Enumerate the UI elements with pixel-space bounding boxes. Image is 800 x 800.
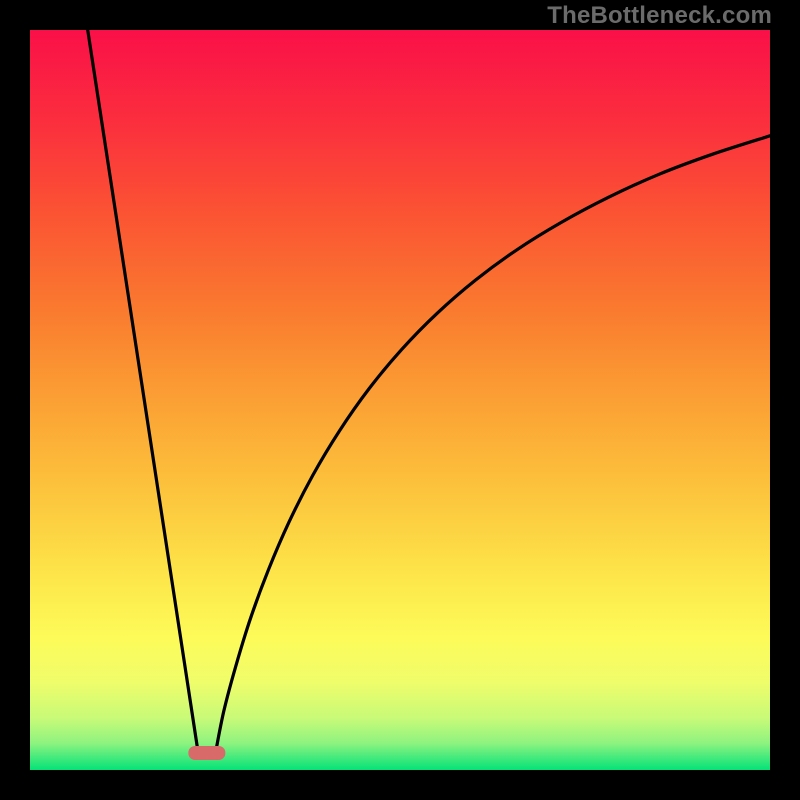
minimum-marker	[188, 746, 225, 760]
plot-area	[30, 30, 770, 770]
gradient-background	[30, 30, 770, 770]
chart-root: TheBottleneck.com	[0, 0, 800, 800]
plot-svg	[30, 30, 770, 770]
watermark-text: TheBottleneck.com	[547, 2, 772, 30]
